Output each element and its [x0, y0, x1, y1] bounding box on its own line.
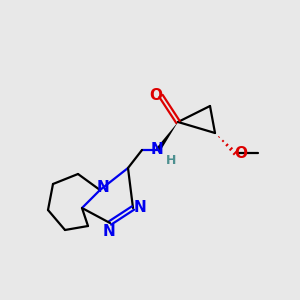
- Text: N: N: [134, 200, 146, 215]
- Text: O: O: [149, 88, 163, 104]
- Text: N: N: [103, 224, 116, 238]
- Text: H: H: [166, 154, 176, 166]
- Text: N: N: [151, 142, 164, 158]
- Text: N: N: [97, 181, 110, 196]
- Polygon shape: [156, 122, 178, 152]
- Text: O: O: [235, 146, 248, 160]
